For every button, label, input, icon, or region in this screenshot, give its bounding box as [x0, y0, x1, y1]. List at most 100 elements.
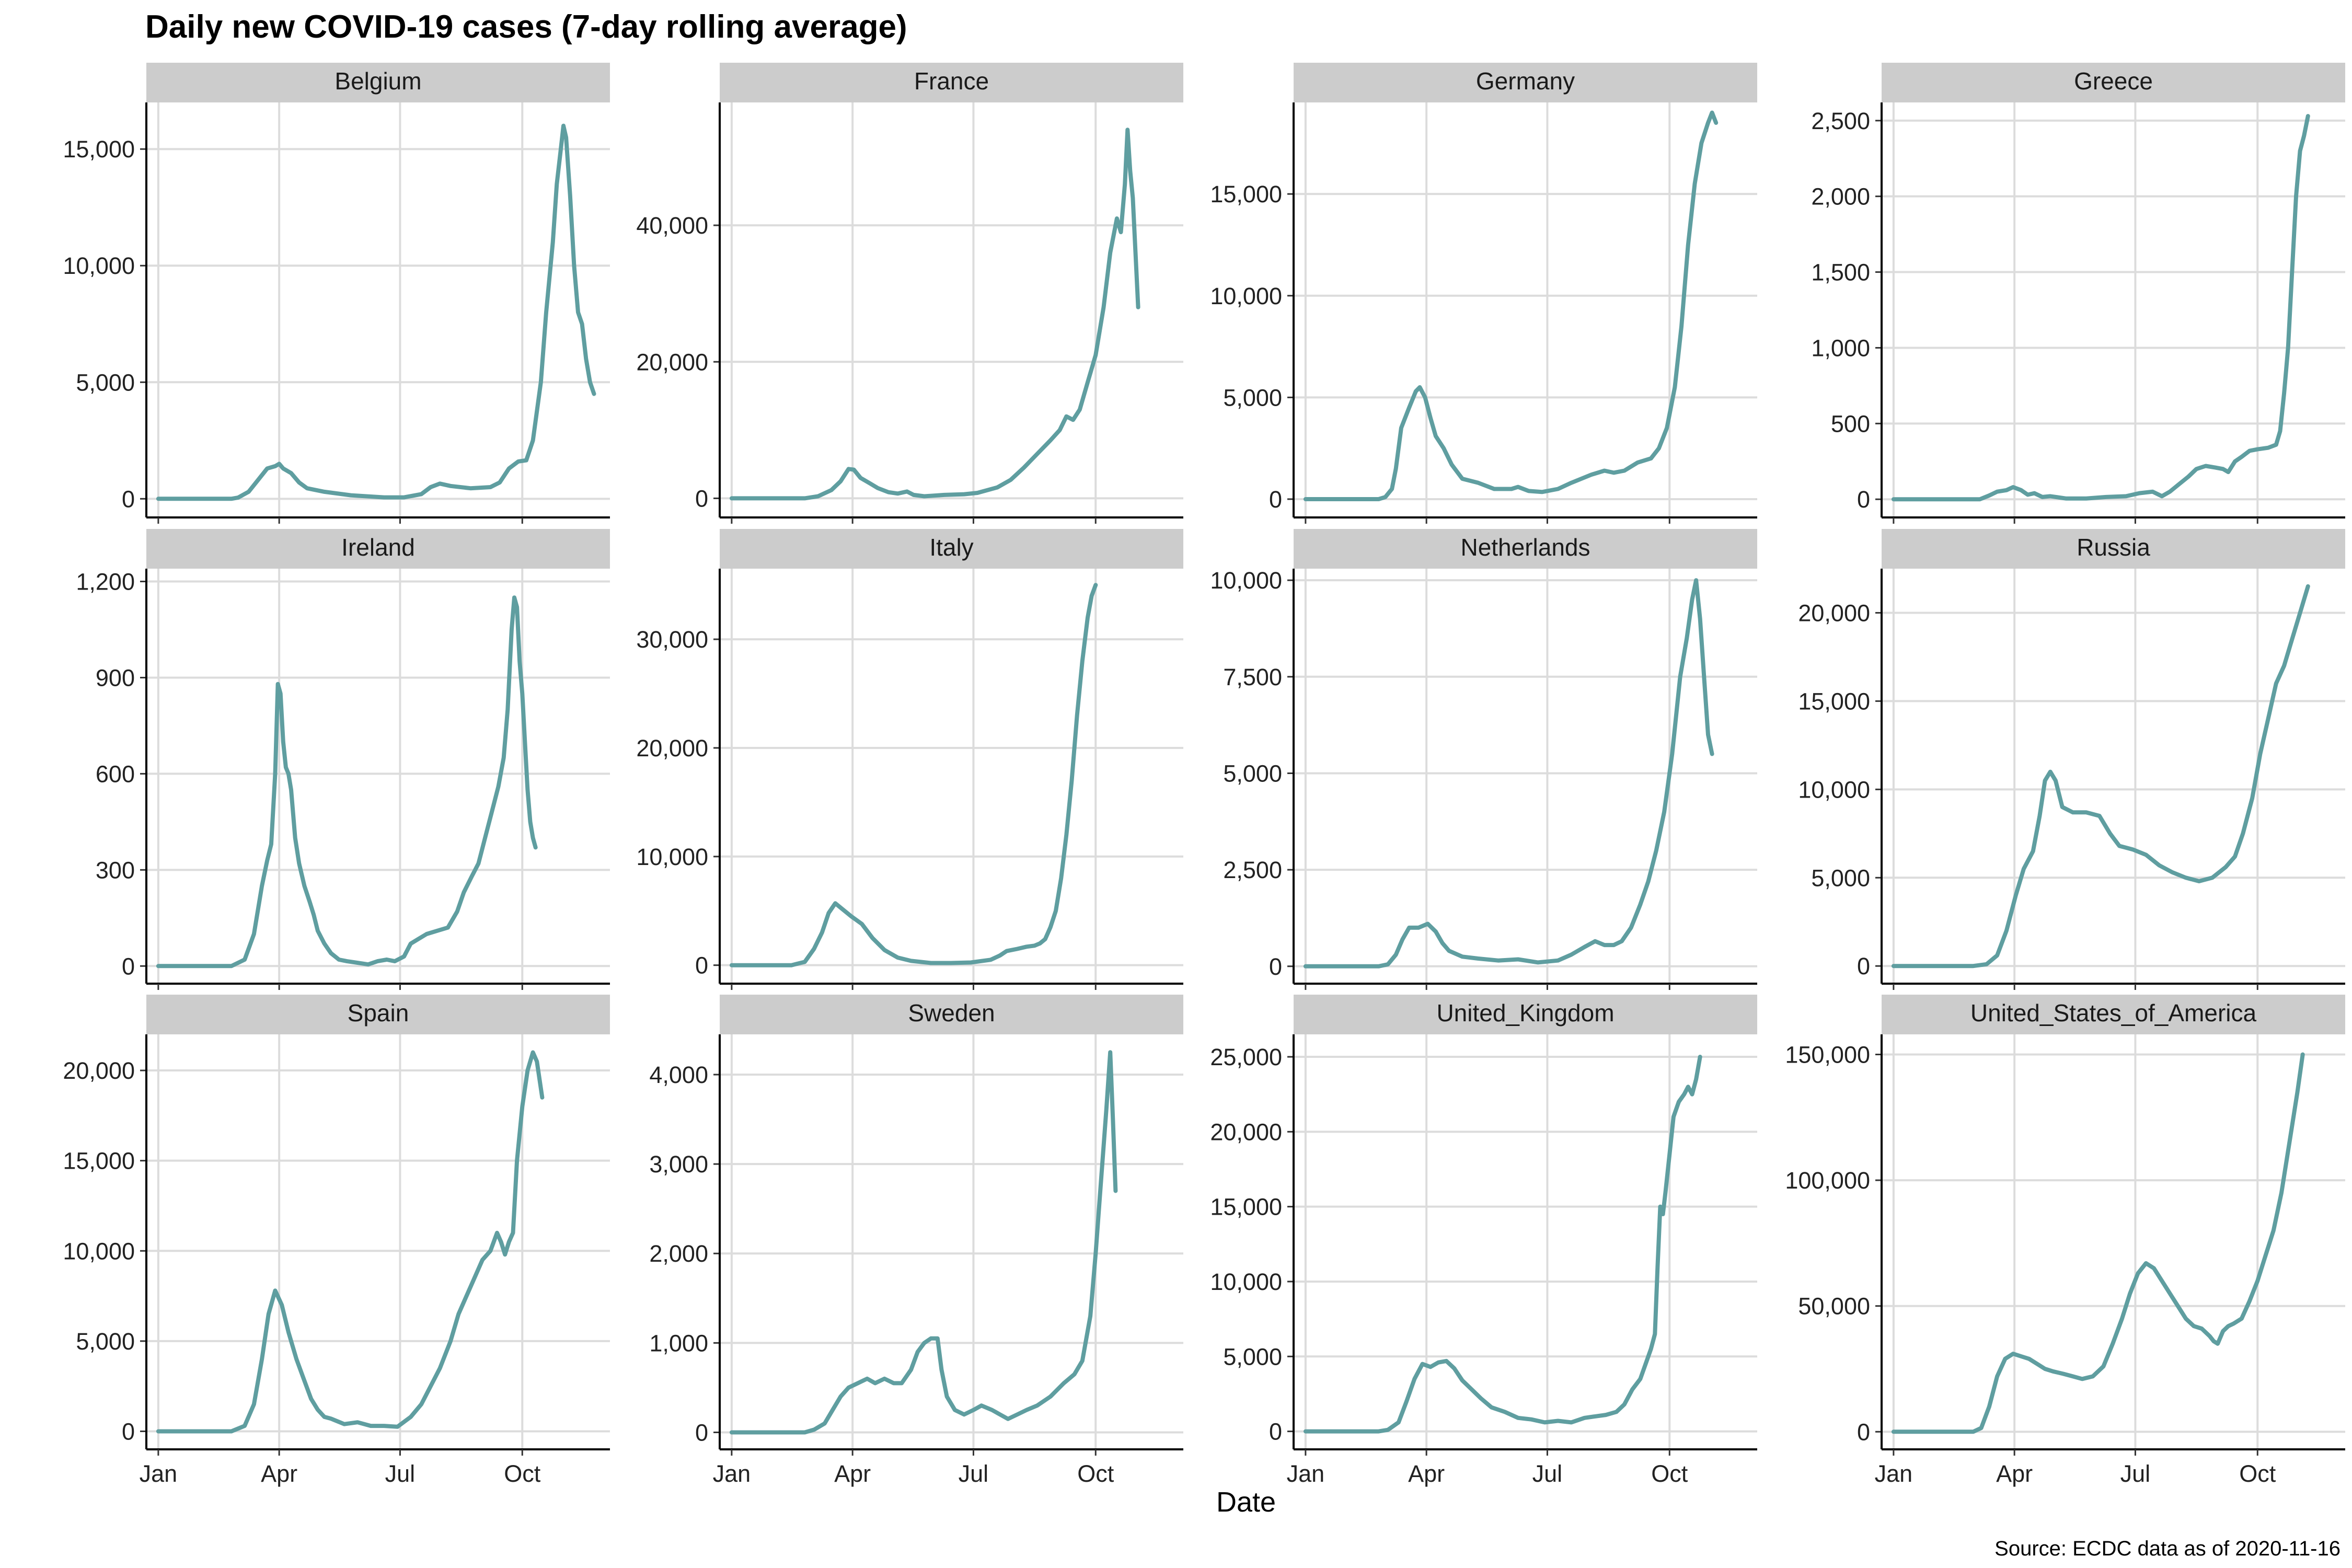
- y-tick-label: 5,000: [1223, 1343, 1282, 1370]
- panel-title: Spain: [348, 999, 409, 1027]
- y-tick-label: 0: [1857, 953, 1870, 979]
- y-tick-label: 50,000: [1798, 1293, 1870, 1320]
- series-line: [729, 128, 1140, 501]
- x-tick-label: Apr: [1996, 1460, 2033, 1487]
- y-tick-label: 15,000: [1798, 688, 1870, 714]
- y-tick-label: 10,000: [63, 1238, 135, 1264]
- y-tick-label: 10,000: [1210, 567, 1282, 594]
- series-line: [156, 595, 538, 969]
- panel-france: France 0 20,000 40,000: [636, 63, 1183, 524]
- y-tick-label: 0: [1857, 486, 1870, 513]
- panel-strip: [1294, 529, 1757, 569]
- series-line: [1303, 1055, 1702, 1434]
- series-line: [1303, 578, 1714, 969]
- series-line: [1891, 584, 2310, 969]
- series-line: [156, 123, 596, 501]
- panel-netherlands: Netherlands 0 2,500 5,000 7,500 10,000: [1210, 529, 1757, 990]
- y-tick-label: 0: [1269, 486, 1282, 513]
- series-line: [729, 1050, 1118, 1435]
- panel-ireland: Ireland 0 300 600 900 1,200: [76, 529, 610, 990]
- y-tick-label: 20,000: [63, 1057, 135, 1084]
- y-tick-label: 20,000: [1210, 1119, 1282, 1145]
- y-tick-label: 15,000: [1210, 181, 1282, 207]
- x-tick-label: Jul: [1532, 1460, 1563, 1487]
- panel-italy: Italy 0 10,000 20,000 30,000: [636, 529, 1183, 990]
- y-tick-label: 5,000: [1223, 760, 1282, 787]
- y-tick-label: 10,000: [63, 252, 135, 279]
- panel-title: Russia: [2077, 534, 2150, 561]
- panel-strip: [146, 529, 610, 569]
- y-tick-label: 4,000: [649, 1062, 708, 1088]
- y-tick-label: 0: [122, 486, 135, 512]
- y-tick-label: 2,000: [649, 1240, 708, 1267]
- y-tick-label: 2,500: [1223, 857, 1282, 883]
- y-tick-label: 1,200: [76, 569, 135, 595]
- y-tick-label: 1,000: [649, 1330, 708, 1356]
- y-tick-label: 0: [1857, 1419, 1870, 1445]
- y-tick-label: 100,000: [1785, 1167, 1870, 1194]
- y-tick-label: 0: [695, 952, 708, 979]
- x-tick-label: Jan: [1287, 1460, 1325, 1487]
- panel-spain: Spain 0 5,000 10,000 15,000 20,000 Jan Apr Jul Oc…: [63, 995, 610, 1487]
- panel-strip: [1294, 63, 1757, 102]
- y-tick-label: 0: [122, 1418, 135, 1445]
- y-tick-label: 30,000: [636, 626, 708, 653]
- panel-strip: [1882, 995, 2345, 1034]
- x-tick-label: Jan: [713, 1460, 751, 1487]
- panel-united-kingdom: United_Kingdom 0 5,000 10,000 15,000 20,000 25…: [1210, 995, 1757, 1487]
- x-tick-label: Apr: [261, 1460, 297, 1487]
- x-tick-label: Oct: [1651, 1460, 1688, 1487]
- y-tick-label: 5,000: [76, 1328, 135, 1355]
- panel-greece: Greece 0 500 1,000 1,500 2,000 2,500: [1811, 63, 2345, 524]
- panel-strip: [1882, 529, 2345, 569]
- panel-title: Ireland: [341, 534, 415, 561]
- series-line: [156, 1050, 545, 1434]
- y-tick-label: 1,000: [1811, 335, 1870, 361]
- panel-strip: [720, 63, 1183, 102]
- panel-strip: [720, 529, 1183, 569]
- y-tick-label: 1,500: [1811, 259, 1870, 286]
- chart-title: Daily new COVID-19 cases (7-day rolling …: [145, 9, 907, 45]
- y-tick-label: 15,000: [63, 1148, 135, 1174]
- y-tick-label: 0: [122, 953, 135, 979]
- panel-sweden: Sweden 0 1,000 2,000 3,000 4,000 Jan Apr Jul Oct: [649, 995, 1183, 1487]
- y-tick-label: 20,000: [636, 349, 708, 375]
- panel-title: Netherlands: [1460, 534, 1590, 561]
- x-tick-label: Jan: [140, 1460, 178, 1487]
- panel-belgium: Belgium 0 5,000 10,000 15,000: [63, 63, 610, 524]
- panel-title: Germany: [1476, 67, 1575, 95]
- y-tick-label: 20,000: [1798, 599, 1870, 626]
- panel-title: Sweden: [908, 999, 995, 1027]
- panel-strip: [1882, 63, 2345, 102]
- x-tick-label: Apr: [1408, 1460, 1445, 1487]
- panel-strip: [720, 995, 1183, 1034]
- y-tick-label: 900: [96, 664, 135, 691]
- y-tick-label: 7,500: [1223, 664, 1282, 690]
- panel-strip: [1294, 995, 1757, 1034]
- y-tick-label: 500: [1831, 410, 1870, 437]
- panel-strip: [146, 995, 610, 1034]
- panel-title: Italy: [929, 534, 973, 561]
- y-tick-label: 300: [96, 857, 135, 883]
- y-tick-label: 600: [96, 760, 135, 787]
- series-line: [729, 583, 1098, 967]
- y-tick-label: 150,000: [1785, 1041, 1870, 1068]
- x-tick-label: Jul: [959, 1460, 989, 1487]
- y-tick-label: 0: [1269, 1419, 1282, 1445]
- y-tick-label: 10,000: [1210, 1269, 1282, 1295]
- panel-strip: [146, 63, 610, 102]
- panel-title: United_States_of_America: [1970, 999, 2257, 1027]
- facet-panels: Belgium 0 5,000 10,000 15,000 France 0 20,000 40…: [63, 63, 2345, 1487]
- x-tick-label: Apr: [834, 1460, 871, 1487]
- y-tick-label: 10,000: [1210, 283, 1282, 309]
- y-tick-label: 20,000: [636, 735, 708, 762]
- panel-united-states-of-america: United_States_of_America 0 50,000 100,000 15…: [1785, 995, 2345, 1487]
- y-tick-label: 25,000: [1210, 1044, 1282, 1070]
- x-tick-label: Jul: [385, 1460, 416, 1487]
- panel-title: France: [914, 67, 989, 95]
- series-line: [1891, 114, 2310, 502]
- y-tick-label: 5,000: [76, 369, 135, 396]
- y-tick-label: 2,500: [1811, 108, 1870, 134]
